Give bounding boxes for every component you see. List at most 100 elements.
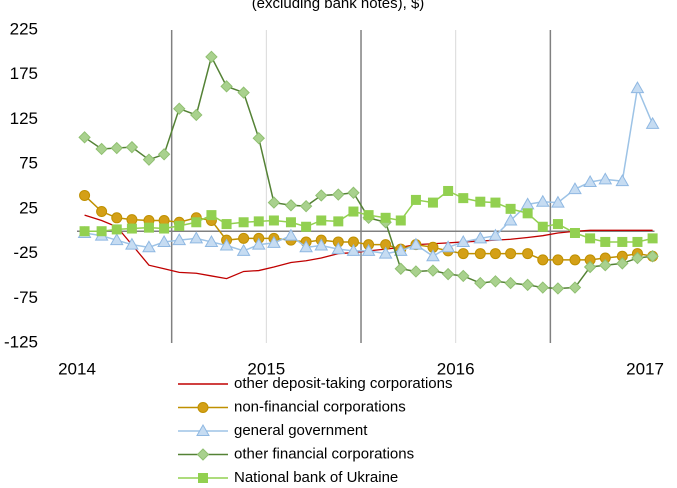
point (253, 216, 264, 227)
point (394, 262, 407, 275)
point (504, 276, 517, 290)
point (125, 237, 139, 250)
y-tick-label: -25 (13, 243, 38, 262)
point (236, 243, 251, 256)
point (426, 264, 440, 277)
point (378, 246, 393, 259)
point (503, 213, 518, 226)
point (174, 220, 185, 231)
point (111, 224, 122, 235)
point (109, 233, 124, 246)
point (568, 281, 582, 294)
point (299, 240, 313, 253)
point (96, 206, 108, 218)
point (505, 203, 516, 214)
point (220, 80, 233, 93)
point (473, 231, 488, 244)
legend-label: National bank of Ukraine (234, 469, 398, 486)
point (393, 243, 408, 256)
point (583, 175, 597, 188)
point (443, 185, 454, 196)
point (475, 196, 486, 207)
point (583, 260, 597, 274)
legend-label: other financial corporations (234, 445, 414, 462)
legend-label: general government (234, 422, 368, 439)
point (616, 257, 629, 270)
point (285, 217, 296, 228)
point (204, 234, 219, 247)
point (238, 217, 249, 228)
point (505, 248, 517, 260)
chart-title: (excluding bank notes), $) (252, 0, 425, 12)
point (206, 210, 217, 221)
point (522, 208, 533, 219)
y-tick-label: -75 (13, 288, 38, 307)
point (536, 281, 549, 294)
x-tick-label: 2016 (437, 359, 475, 378)
point (267, 235, 281, 248)
point (196, 423, 210, 436)
legend-label: other deposit-taking corporations (234, 375, 452, 392)
point (456, 234, 471, 247)
point (426, 249, 440, 262)
point (196, 448, 210, 461)
y-tick-label: 25 (19, 198, 38, 217)
point (173, 102, 186, 115)
point (126, 214, 138, 226)
point (617, 236, 628, 247)
point (347, 186, 360, 199)
point (490, 197, 501, 208)
point (78, 131, 91, 144)
point (474, 248, 486, 260)
point (284, 228, 298, 241)
point (441, 267, 455, 281)
y-tick-label: 125 (10, 109, 38, 128)
point (457, 248, 469, 260)
point (205, 50, 218, 64)
point (551, 282, 565, 295)
point (96, 226, 107, 237)
point (299, 199, 313, 213)
point (333, 216, 344, 227)
point (268, 215, 279, 226)
y-tick-label: -125 (4, 332, 38, 351)
point (79, 226, 90, 237)
point (142, 153, 156, 166)
point (537, 221, 548, 232)
y-tick-label: 75 (19, 154, 38, 173)
point (110, 141, 123, 155)
point (474, 276, 487, 290)
point (314, 238, 329, 251)
point (172, 233, 187, 246)
point (191, 217, 202, 228)
point (267, 196, 281, 209)
point (630, 81, 645, 94)
point (126, 223, 137, 234)
point (197, 402, 209, 413)
point (489, 275, 502, 288)
point (363, 210, 374, 221)
point (569, 228, 580, 239)
point (552, 219, 563, 230)
point (95, 142, 108, 156)
point (252, 132, 265, 145)
point (537, 254, 549, 266)
point (535, 194, 550, 207)
point (600, 236, 611, 247)
point (237, 86, 250, 99)
point (395, 215, 406, 226)
point (409, 237, 423, 250)
point (441, 240, 455, 253)
point (301, 221, 312, 232)
point (198, 473, 208, 483)
point (125, 140, 139, 154)
point (488, 228, 503, 241)
point (457, 269, 470, 283)
x-tick-label: 2014 (58, 359, 96, 378)
point (569, 254, 581, 266)
point (380, 212, 391, 223)
point (111, 212, 123, 224)
point (79, 189, 91, 201)
point (409, 265, 423, 278)
point (458, 193, 469, 204)
